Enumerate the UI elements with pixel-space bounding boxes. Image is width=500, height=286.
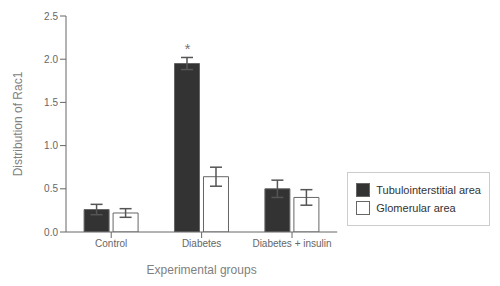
svg-text:*: *	[184, 40, 191, 57]
svg-text:Diabetes + insulin: Diabetes + insulin	[252, 238, 331, 249]
svg-text:Distribution of Rac1: Distribution of Rac1	[11, 71, 25, 176]
html-text:Tubulointerstitial area: Tubulointerstitial area	[376, 184, 481, 196]
html-text:Glomerular area: Glomerular area	[376, 202, 456, 214]
svg-text:0.0: 0.0	[44, 227, 58, 238]
svg-text:2.0: 2.0	[44, 54, 58, 65]
svg-text:1.5: 1.5	[44, 97, 58, 108]
svg-text:1.0: 1.0	[44, 140, 58, 151]
svg-text:2.5: 2.5	[44, 11, 58, 22]
svg-text:Control: Control	[95, 238, 127, 249]
svg-text:Experimental groups: Experimental groups	[147, 263, 257, 277]
svg-text:Diabetes: Diabetes	[182, 238, 221, 249]
svg-text:0.5: 0.5	[44, 183, 58, 194]
